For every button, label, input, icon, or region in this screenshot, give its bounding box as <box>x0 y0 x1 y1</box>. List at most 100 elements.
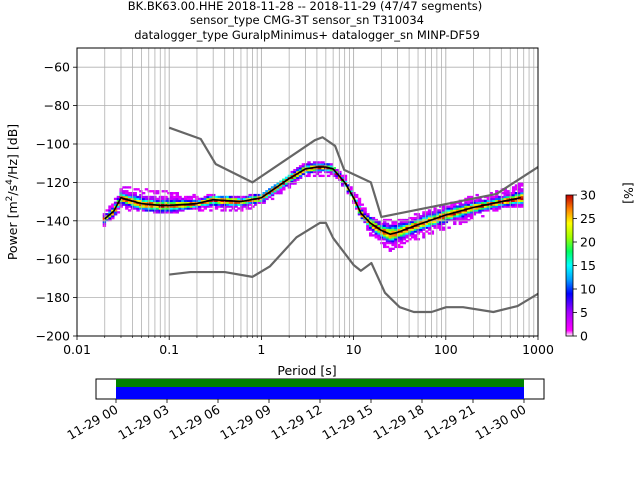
psd-density-cell <box>509 193 513 197</box>
psd-density-cell <box>402 234 407 237</box>
psd-density-cell <box>511 188 516 191</box>
psd-density-cell <box>293 168 297 172</box>
psd-density-cell <box>240 205 244 208</box>
psd-density-cell <box>220 203 224 206</box>
psd-density-cell <box>458 218 463 222</box>
psd-density-cell <box>290 172 294 176</box>
psd-density-cell <box>433 220 437 224</box>
psd-density-cell <box>318 167 322 170</box>
psd-density-cell <box>461 211 465 214</box>
psd-density-cell <box>113 201 118 204</box>
psd-density-cell <box>517 201 521 204</box>
psd-density-cell <box>304 163 308 166</box>
psd-density-cell <box>377 222 381 226</box>
plot-background <box>77 48 538 336</box>
psd-density-cell <box>453 216 457 220</box>
psd-density-cell <box>318 168 322 172</box>
psd-density-cell <box>206 201 210 204</box>
psd-density-cell <box>441 226 446 229</box>
psd-density-cell <box>220 201 224 204</box>
psd-density-cell <box>127 197 132 201</box>
psd-density-cell <box>517 199 521 202</box>
psd-density-cell <box>509 201 513 204</box>
psd-density-cell <box>489 203 493 206</box>
psd-density-cell <box>161 195 165 199</box>
psd-density-cell <box>497 199 502 202</box>
psd-density-cell <box>217 205 222 208</box>
psd-density-cell <box>517 193 521 197</box>
psd-density-cell <box>394 230 398 233</box>
psd-density-cell <box>273 190 278 193</box>
psd-density-cell <box>405 226 409 229</box>
psd-density-cell <box>228 201 233 204</box>
psd-density-cell <box>172 211 177 214</box>
psd-density-cell <box>200 205 205 208</box>
psd-density-cell <box>161 207 165 210</box>
psd-density-cell <box>453 203 457 206</box>
psd-density-cell <box>237 201 241 204</box>
psd-density-cell <box>268 195 272 199</box>
psd-density-cell <box>397 228 401 231</box>
psd-density-cell <box>391 222 395 226</box>
psd-density-cell <box>321 168 325 172</box>
psd-density-cell <box>141 205 146 208</box>
colorbar-ticks: 0 5 10 15 20 25 30 <box>573 188 596 344</box>
psd-density-cell <box>430 215 435 218</box>
psd-density-cell <box>293 180 297 183</box>
psd-density-cell <box>397 234 401 237</box>
psd-density-cell <box>315 163 320 166</box>
psd-density-cell <box>293 182 297 185</box>
psd-density-cell <box>461 205 465 208</box>
psd-density-cell <box>382 218 387 222</box>
psd-density-cell <box>270 186 275 189</box>
psd-density-cell <box>399 245 404 249</box>
psd-density-cell <box>248 195 252 199</box>
psd-density-cell <box>183 195 188 199</box>
psd-density-cell <box>408 234 412 237</box>
psd-density-cell <box>382 220 387 224</box>
psd-density-cell <box>127 193 132 197</box>
chart-title-line-1: BK.BK63.00.HHE 2018-11-28 -- 2018-11-29 … <box>128 0 482 13</box>
psd-density-cell <box>469 203 474 206</box>
psd-density-cell <box>189 197 193 201</box>
psd-density-cell <box>469 199 474 202</box>
psd-density-cell <box>374 222 378 226</box>
psd-density-cell <box>394 240 398 243</box>
psd-density-cell <box>315 172 320 176</box>
psd-density-cell <box>486 199 491 202</box>
psd-density-cell <box>360 211 364 214</box>
psd-density-cell <box>453 213 457 216</box>
psd-density-cell <box>366 215 370 218</box>
psd-density-cell <box>105 209 109 212</box>
psd-density-cell <box>427 209 432 212</box>
psd-density-cell <box>464 216 468 220</box>
psd-density-cell <box>242 201 247 204</box>
psd-density-cell <box>175 193 179 197</box>
time-tick-label: 11-29 09 <box>217 402 273 443</box>
psd-density-cell <box>248 193 252 197</box>
psd-density-cell <box>511 195 516 199</box>
psd-density-cell <box>175 199 179 202</box>
new-low-noise-model-line <box>169 221 538 314</box>
psd-density-cell <box>248 201 252 204</box>
psd-density-cell <box>461 213 465 216</box>
psd-density-cell <box>464 220 468 224</box>
psd-density-cell <box>444 211 449 214</box>
psd-density-cell <box>520 184 524 187</box>
psd-density-cell <box>425 222 429 226</box>
psd-density-cell <box>125 195 129 199</box>
psd-density-cell <box>399 220 404 224</box>
psd-density-cell <box>495 190 499 193</box>
psd-density-cell <box>497 195 502 199</box>
psd-density-cell <box>447 215 451 218</box>
psd-density-cell <box>125 199 129 202</box>
psd-density-cell <box>172 195 177 199</box>
psd-density-cell <box>419 216 423 220</box>
y-tick-label: −200 <box>36 329 70 344</box>
psd-density-cell <box>217 197 222 201</box>
psd-density-cell <box>113 211 118 214</box>
psd-density-cell <box>265 193 269 197</box>
psd-density-cell <box>326 163 331 166</box>
psd-density-cell <box>399 228 404 231</box>
psd-density-cell <box>464 218 468 222</box>
